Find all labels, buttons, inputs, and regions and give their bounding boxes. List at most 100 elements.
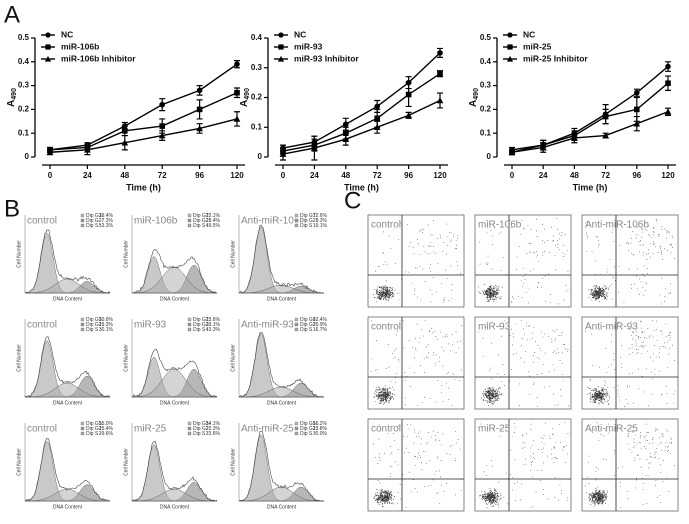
stat-value: 39.4% [99,213,114,219]
marker [234,61,240,67]
stat-swatch [294,426,299,431]
stats-box [80,420,114,436]
stat-value: 22.1% [206,213,221,219]
y-axis-label-sub: 490 [473,88,480,100]
stat-name: Dip G1: [300,421,317,427]
y-axis-label: Cell Number [16,448,22,476]
stat-value: 23.6% [206,431,221,437]
stat-name: Dip G2: [193,322,210,328]
stat-value: 55.0% [99,421,114,427]
stat-swatch [187,317,192,322]
marker [437,50,443,56]
x-tick-label: 72 [373,171,382,180]
stat-value: 43.3% [206,327,221,333]
legend-label: miR-25 [523,41,552,51]
stat-value: 56.2% [313,421,328,427]
y-axis-label: Cell Number [123,448,129,476]
x-axis-label: DNA Content [267,296,297,302]
marker [405,91,412,98]
marker [373,123,381,131]
x-tick-label: 0 [281,171,286,180]
stat-value: 8.3% [316,218,328,224]
y-axis-label: A490 [239,88,251,107]
stat-value: 54.1% [206,421,221,427]
stat-value: 33.1% [206,322,221,328]
stat-value: 50.6% [99,317,114,323]
legend-label: NC [61,29,73,39]
histogram-outline [238,430,325,502]
histogram-outline [132,248,218,294]
marker [374,103,381,110]
stat-name: Dip S : [86,223,101,229]
stat-swatch [80,223,85,228]
y-tick-label: 0.3 [480,81,492,90]
series-line [511,82,669,153]
sample-label: Anti-miR-25 [585,424,638,435]
y-axis-label-main: A [468,100,479,107]
stat-name: Dip S : [193,223,208,229]
stat-value: 30.1% [99,327,114,333]
y-tick-label: 0.4 [251,33,263,42]
marker [634,106,640,113]
stat-swatch [294,218,299,223]
y-tick-label: 0.5 [18,33,30,42]
stat-swatch [187,322,192,327]
x-tick-label: 48 [120,171,129,180]
stat-value: 49.5% [206,223,221,229]
marker [196,87,203,94]
marker [159,123,165,129]
stat-swatch [80,426,85,431]
legend-label: miR-93 Inhibitor [294,53,359,63]
x-axis-label: DNA Content [267,400,297,406]
x-tick-label: 120 [661,171,675,180]
legend-label: NC [294,29,306,39]
y-tick-label: 0 [25,152,30,161]
series-line [282,99,441,155]
marker [436,97,444,104]
stat-value: 53.3% [99,223,114,229]
y-tick-label: 0 [258,152,263,161]
sample-label: control [27,216,57,227]
y-tick-label: 0.2 [251,93,263,102]
stat-name: Dip G2: [193,218,210,224]
stat-value: 7.3% [102,218,114,224]
y-axis-label-main: A [239,100,250,107]
histogram-outline [24,229,111,294]
series-line [49,92,238,151]
s-fit [131,368,218,398]
stat-swatch [294,322,299,327]
y-tick-label: 0.5 [480,33,492,42]
x-tick-label: 0 [510,171,515,180]
sample-label: miR-106b [478,220,522,231]
y-axis-label: Cell Number [230,240,236,268]
marker [278,44,284,50]
sample-label: Anti-miR-93 [241,320,294,331]
y-axis-label: Cell Number [230,344,236,372]
x-tick-label: 48 [341,171,350,180]
y-axis-label-main: A [6,100,17,107]
series-line [49,63,238,151]
marker [405,111,412,119]
event-dots [585,219,675,305]
stat-name: Dip G1: [193,421,210,427]
marker [278,32,284,38]
panel-label: C [344,187,361,214]
legend-label: miR-93 [294,41,323,51]
event-dots [373,424,462,508]
event-dots [371,320,462,407]
event-dots [478,218,569,305]
stat-value: 13.8% [313,426,328,432]
sample-label: Anti-miR-106b [241,216,305,227]
stat-value: 19.1% [313,223,328,229]
stat-value: 30.0% [313,431,328,437]
y-tick-label: 0.1 [480,128,492,137]
sample-label: miR-25 [478,424,511,435]
y-tick-label: 0.3 [18,81,30,90]
s-fit [131,488,218,502]
stat-swatch [187,213,192,218]
stat-swatch [187,218,192,223]
y-axis-label-sub: 490 [11,88,18,100]
marker [342,135,350,142]
stats-box [187,212,221,228]
